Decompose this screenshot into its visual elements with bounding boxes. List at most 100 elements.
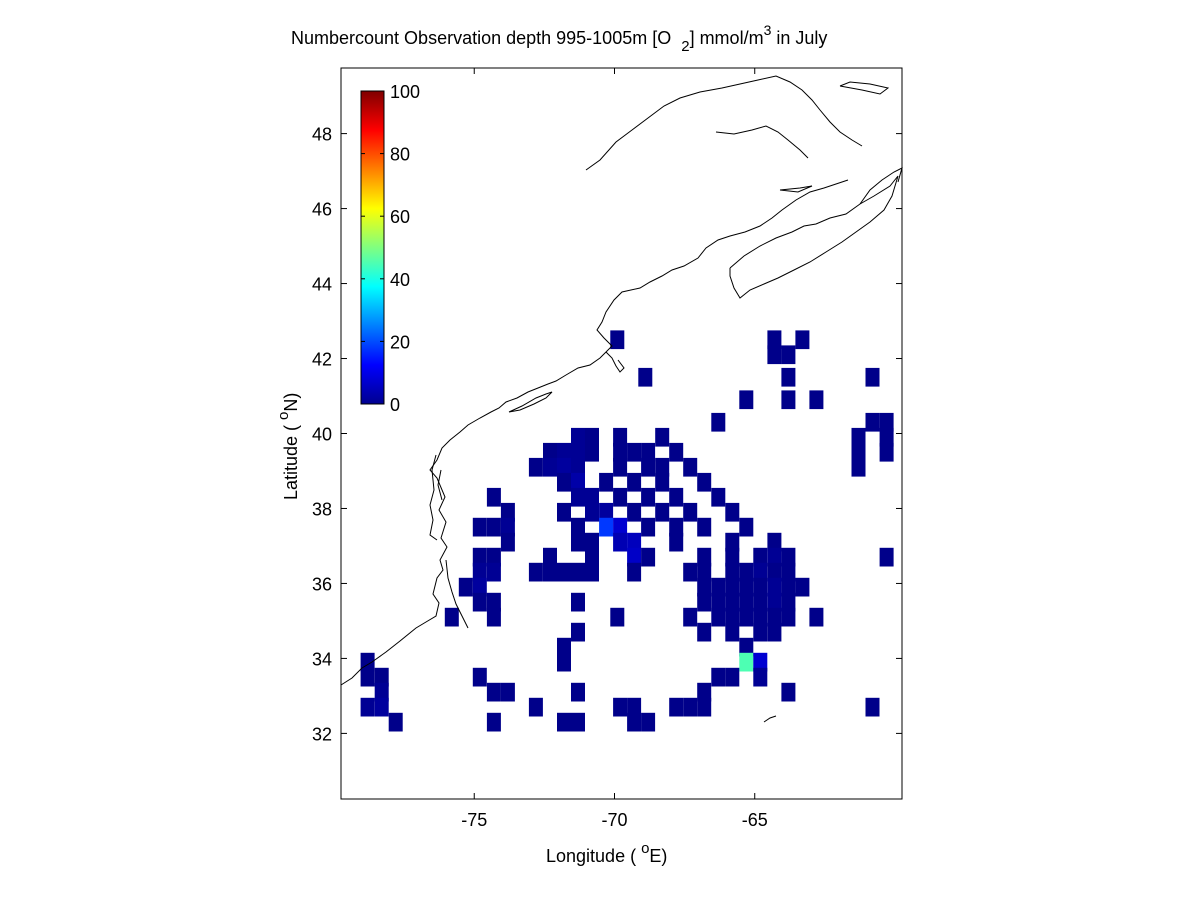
heatmap-cell — [641, 457, 656, 477]
colorbar: 0 20 40 60 80 100 — [360, 82, 420, 415]
heatmap-cell — [739, 592, 754, 612]
heatmap-cell — [711, 487, 726, 507]
heatmap-cell — [613, 517, 628, 537]
heatmap-cell — [739, 390, 754, 410]
heatmap-cell — [683, 607, 698, 627]
heatmap-cell — [753, 607, 768, 627]
heatmap-cell — [486, 487, 501, 507]
heatmap-cell — [851, 427, 866, 447]
heatmap-cell — [781, 547, 796, 567]
heatmap-cell — [767, 577, 782, 597]
heatmap-cell — [683, 502, 698, 522]
chart-title-part-2: ] mmol/m — [690, 28, 764, 48]
coastline-outer-banks — [445, 559, 469, 629]
heatmap-cell — [585, 427, 599, 447]
heatmap-cell — [739, 562, 754, 582]
heatmap-cell — [585, 562, 599, 582]
heatmap-cell — [486, 517, 501, 537]
heatmap-cell — [599, 517, 614, 537]
coastline-long-island — [508, 391, 553, 413]
heatmap-cell — [571, 517, 585, 537]
heatmap-cell — [627, 442, 642, 462]
heatmap-cell — [543, 457, 557, 477]
heatmap-cell — [472, 667, 487, 687]
heatmap-cell — [739, 517, 754, 537]
heatmap-cell — [500, 682, 515, 702]
heatmap-cell — [571, 457, 585, 477]
heatmap-cell — [613, 697, 628, 717]
heatmap-cell — [767, 330, 782, 350]
colorbar-tick-label: 60 — [390, 207, 410, 227]
heatmap-cell — [585, 502, 599, 522]
heatmap-cell — [486, 562, 501, 582]
colorbar-tick-label: 100 — [390, 82, 420, 102]
heatmap-cell — [865, 367, 880, 387]
heatmap-cell — [627, 472, 642, 492]
heatmap-cell — [613, 427, 628, 447]
heatmap-cell — [571, 487, 585, 507]
heatmap-cell — [500, 502, 515, 522]
heatmap-cell — [795, 577, 810, 597]
y-tick-label: 42 — [312, 350, 332, 370]
heatmap-cell — [557, 457, 571, 477]
x-tick-label: -65 — [742, 810, 768, 830]
colorbar-tick-label: 0 — [390, 395, 400, 415]
heatmap-cell — [641, 547, 656, 567]
heatmap-cell — [655, 457, 670, 477]
heatmap-cell — [809, 607, 824, 627]
y-label-degree: o — [275, 412, 292, 420]
chart-title-text: Numbercount Observation depth 995-1005m … — [291, 22, 827, 55]
heatmap-cell — [486, 607, 501, 627]
heatmap-cell — [781, 577, 796, 597]
heatmap-cell — [767, 547, 782, 567]
heatmap-cells — [360, 330, 894, 732]
heatmap-cell — [585, 532, 599, 552]
heatmap-cell — [725, 532, 740, 552]
y-tick-label: 34 — [312, 649, 332, 669]
heatmap-cell — [599, 502, 614, 522]
heatmap-cell — [725, 547, 740, 567]
heatmap-cell — [683, 457, 698, 477]
heatmap-cell — [360, 697, 375, 717]
heatmap-cell — [879, 412, 894, 432]
heatmap-cell — [528, 562, 543, 582]
heatmap-cell — [753, 562, 768, 582]
heatmap-cell — [557, 712, 571, 732]
heatmap-cell — [486, 712, 501, 732]
heatmap-cell — [697, 562, 712, 582]
heatmap-cell — [528, 697, 543, 717]
y-tick-label: 48 — [312, 125, 332, 145]
y-tick-label: 40 — [312, 425, 332, 445]
heatmap-cell — [627, 502, 642, 522]
heatmap-cell — [753, 547, 768, 567]
y-tick-label: 38 — [312, 499, 332, 519]
heatmap-cell — [669, 487, 684, 507]
heatmap-cell — [711, 607, 726, 627]
coastline-cape-cod — [605, 351, 625, 373]
colorbar-tick-label: 80 — [390, 145, 410, 165]
y-tick-label: 32 — [312, 724, 332, 744]
heatmap-cell — [879, 427, 894, 447]
heatmap-cell — [851, 442, 866, 462]
heatmap-cell — [725, 622, 740, 642]
heatmap-cell — [767, 607, 782, 627]
heatmap-cell — [781, 562, 796, 582]
heatmap-cell — [865, 697, 880, 717]
heatmap-cell — [472, 547, 487, 567]
y-label-part-2: N) — [281, 393, 301, 412]
heatmap-cell — [879, 547, 894, 567]
heatmap-cell — [627, 532, 642, 552]
heatmap-cell — [753, 622, 768, 642]
heatmap-cell — [557, 472, 571, 492]
heatmap-cell — [613, 487, 628, 507]
heatmap-cell — [767, 532, 782, 552]
heatmap-cell — [472, 592, 487, 612]
colorbar-tick-label: 40 — [390, 270, 410, 290]
heatmap-cell — [697, 622, 712, 642]
heatmap-cell — [557, 652, 571, 672]
heatmap-cell — [472, 517, 487, 537]
chart-title: Numbercount Observation depth 995-1005m … — [291, 22, 827, 55]
heatmap-cell — [851, 457, 866, 477]
heatmap-cell — [669, 532, 684, 552]
